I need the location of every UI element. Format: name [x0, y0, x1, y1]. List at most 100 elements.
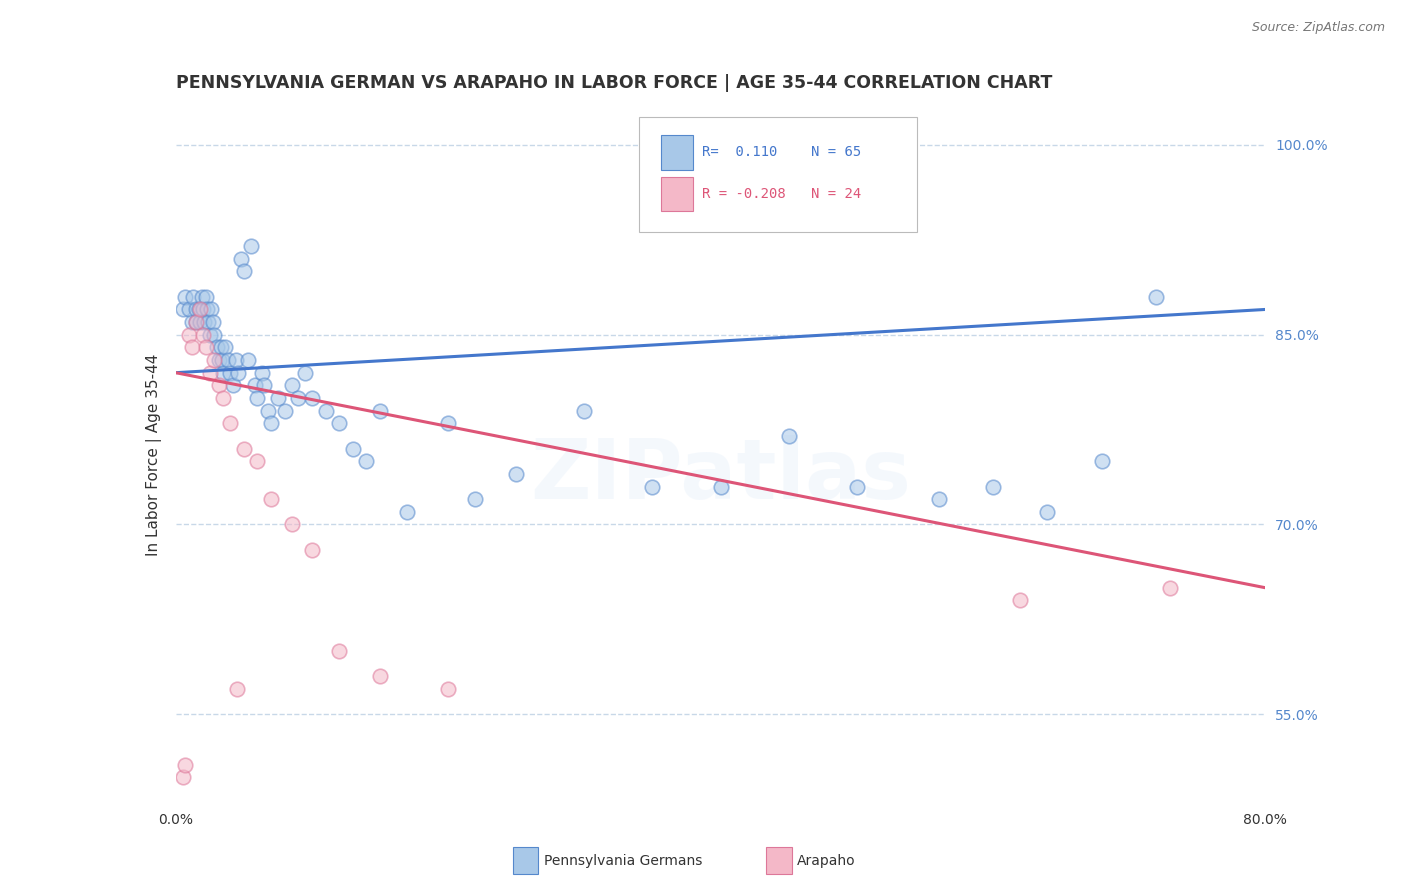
Point: [710, 479, 733, 493]
Point: [212, 391, 235, 405]
Point: [246, 391, 269, 405]
Point: [200, 302, 222, 317]
Point: [368, 403, 391, 417]
Point: [226, 681, 249, 696]
Text: Arapaho: Arapaho: [797, 854, 856, 868]
Point: [205, 340, 228, 354]
Point: [195, 302, 218, 317]
Point: [193, 315, 215, 329]
Point: [257, 403, 280, 417]
Point: [217, 353, 239, 368]
Point: [574, 403, 596, 417]
Point: [1036, 505, 1059, 519]
Y-axis label: In Labor Force | Age 35-44: In Labor Force | Age 35-44: [146, 354, 162, 556]
Point: [232, 264, 254, 278]
Point: [190, 290, 212, 304]
Point: [194, 290, 217, 304]
Point: [186, 315, 208, 329]
Point: [219, 417, 242, 431]
Text: PENNSYLVANIA GERMAN VS ARAPAHO IN LABOR FORCE | AGE 35-44 CORRELATION CHART: PENNSYLVANIA GERMAN VS ARAPAHO IN LABOR …: [176, 74, 1052, 92]
Point: [981, 479, 1004, 493]
Point: [368, 669, 391, 683]
Point: [274, 403, 297, 417]
Point: [222, 378, 245, 392]
Point: [187, 302, 209, 317]
Point: [201, 315, 224, 329]
Point: [181, 340, 204, 354]
Point: [211, 353, 233, 368]
Point: [225, 353, 247, 368]
Point: [437, 417, 460, 431]
Point: [1159, 581, 1181, 595]
Point: [641, 479, 664, 493]
FancyBboxPatch shape: [638, 118, 917, 232]
Point: [179, 302, 201, 317]
Point: [301, 391, 323, 405]
Point: [202, 327, 225, 342]
Point: [214, 340, 236, 354]
Text: R = -0.208: R = -0.208: [702, 187, 786, 201]
Point: [250, 366, 273, 380]
Point: [315, 403, 337, 417]
Point: [356, 454, 378, 468]
Text: Source: ZipAtlas.com: Source: ZipAtlas.com: [1251, 21, 1385, 34]
Point: [188, 302, 211, 317]
Point: [396, 505, 419, 519]
Point: [179, 327, 201, 342]
Point: [342, 442, 364, 456]
Point: [246, 454, 269, 468]
Text: N = 65: N = 65: [811, 145, 862, 160]
Point: [219, 366, 242, 380]
Point: [208, 378, 231, 392]
Point: [464, 492, 486, 507]
Point: [437, 681, 460, 696]
Point: [287, 391, 309, 405]
Point: [198, 327, 221, 342]
Point: [172, 771, 194, 785]
Point: [1091, 454, 1114, 468]
Point: [202, 353, 225, 368]
Point: [174, 290, 197, 304]
Point: [172, 302, 194, 317]
Point: [260, 492, 283, 507]
Point: [253, 378, 276, 392]
Point: [778, 429, 800, 443]
Bar: [661, 135, 693, 169]
Point: [267, 391, 290, 405]
Point: [212, 366, 235, 380]
Point: [191, 327, 214, 342]
Point: [186, 315, 208, 329]
Point: [280, 517, 302, 532]
Point: [188, 315, 211, 329]
Text: R=  0.110: R= 0.110: [702, 145, 778, 160]
Point: [1010, 593, 1032, 607]
Point: [186, 302, 208, 317]
Point: [231, 252, 253, 266]
Point: [191, 302, 214, 317]
Point: [236, 353, 259, 368]
Bar: [661, 177, 693, 211]
Point: [928, 492, 950, 507]
Point: [301, 542, 323, 557]
Text: N = 24: N = 24: [811, 187, 862, 201]
Point: [197, 315, 219, 329]
Point: [280, 378, 302, 392]
Point: [1144, 290, 1167, 304]
Point: [328, 417, 350, 431]
Point: [183, 290, 205, 304]
Point: [198, 366, 221, 380]
Point: [228, 366, 250, 380]
Point: [194, 340, 217, 354]
Text: ZIPatlas: ZIPatlas: [530, 435, 911, 516]
Point: [174, 757, 197, 772]
Point: [328, 644, 350, 658]
Point: [845, 479, 868, 493]
Point: [209, 340, 232, 354]
Point: [260, 417, 283, 431]
Point: [294, 366, 316, 380]
Point: [232, 442, 254, 456]
Text: Pennsylvania Germans: Pennsylvania Germans: [544, 854, 703, 868]
Point: [243, 378, 266, 392]
Point: [239, 239, 262, 253]
Point: [181, 315, 204, 329]
